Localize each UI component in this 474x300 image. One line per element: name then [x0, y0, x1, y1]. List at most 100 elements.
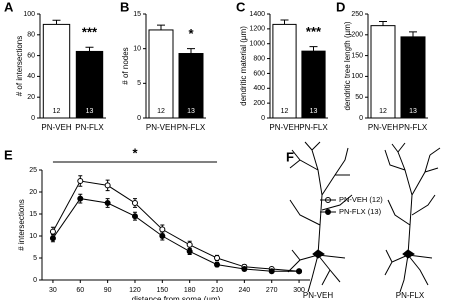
marker	[214, 261, 221, 268]
significance: *	[188, 26, 194, 41]
y-tick-label: 60	[27, 52, 35, 59]
line	[52, 198, 300, 272]
panel-letter: E	[4, 147, 13, 162]
neuron-label: PN-FLX	[396, 291, 425, 300]
error-bar	[309, 46, 318, 52]
neuron-drawings	[287, 141, 441, 293]
neuron-label: PN-VEH	[303, 291, 333, 300]
y-tick-label: 0	[31, 115, 35, 122]
marker	[159, 233, 166, 239]
y-tick-label: 5	[137, 80, 141, 87]
marker	[131, 200, 138, 206]
legend-label: PN-FLX (13)	[339, 207, 382, 216]
marker	[159, 226, 166, 233]
marker	[104, 182, 111, 189]
y-axis-label: # of intersections	[15, 36, 24, 96]
x-tick-label: 270	[266, 287, 278, 294]
x-tick-label: PN-VEH	[269, 123, 299, 132]
marker	[49, 235, 56, 242]
n-label: 13	[86, 108, 94, 115]
y-tick-label: 250	[351, 11, 363, 18]
y-axis-label: # intersections	[17, 199, 26, 251]
error-bar	[85, 46, 94, 52]
y-tick-label: 0	[33, 277, 37, 284]
significance: ***	[306, 24, 322, 39]
y-tick-label: 10	[133, 46, 141, 53]
y-tick-label: 20	[27, 94, 35, 101]
bar	[370, 25, 396, 119]
marker	[131, 213, 138, 220]
n-label: 12	[379, 108, 387, 115]
x-tick-label: PN-FLX	[399, 123, 428, 132]
y-tick-label: 15	[29, 211, 37, 218]
y-tick-label: 5	[33, 255, 37, 262]
marker	[296, 268, 303, 275]
marker	[49, 228, 56, 235]
y-tick-label: 600	[253, 70, 265, 77]
y-axis-label: dendritic material (µm)	[239, 26, 248, 106]
x-tick-label: 150	[156, 287, 168, 294]
y-tick-label: 150	[351, 52, 363, 59]
y-tick-label: 40	[27, 73, 35, 80]
n-label: 13	[409, 108, 417, 115]
x-axis-label: distance from soma (µm)	[132, 295, 221, 300]
significance: *	[132, 145, 138, 160]
y-tick-label: 50	[355, 94, 363, 101]
y-tick-label: 1000	[249, 41, 265, 48]
bar	[178, 53, 204, 119]
marker	[77, 178, 84, 184]
x-tick-label: PN-FLX	[75, 123, 104, 132]
y-axis-label: dendritic tree length (µm)	[343, 21, 352, 110]
y-tick-label: 1200	[249, 26, 265, 33]
error-bar	[52, 19, 61, 25]
bar	[272, 23, 297, 119]
n-label: 12	[281, 108, 289, 115]
x-tick-label: 240	[239, 287, 251, 294]
y-tick-label: 10	[29, 233, 37, 240]
error-bar	[379, 20, 387, 26]
y-tick-label: 0	[137, 115, 141, 122]
y-tick-label: 200	[351, 32, 363, 39]
y-tick-label: 20	[29, 189, 37, 196]
bar	[400, 36, 426, 119]
panel-letter: C	[236, 0, 246, 14]
x-tick-label: 180	[184, 287, 196, 294]
marker	[104, 200, 111, 206]
marker	[77, 195, 84, 202]
y-tick-label: 0	[261, 115, 265, 122]
panel-letter: A	[4, 0, 14, 14]
n-label: 13	[187, 108, 195, 115]
y-tick-label: 100	[23, 11, 35, 18]
error-bar	[409, 31, 417, 37]
x-tick-label: 30	[49, 287, 57, 294]
panel-letter: D	[336, 0, 345, 14]
y-tick-label: 25	[29, 167, 37, 174]
y-tick-label: 100	[351, 73, 363, 80]
y-tick-label: 800	[253, 55, 265, 62]
x-tick-label: 60	[76, 287, 84, 294]
n-label: 12	[157, 108, 165, 115]
x-tick-label: 120	[129, 287, 141, 294]
x-tick-label: 300	[293, 287, 305, 294]
marker	[186, 241, 193, 248]
y-tick-label: 80	[27, 32, 35, 39]
bar	[42, 23, 71, 119]
error-bar	[157, 24, 165, 30]
y-tick-label: 200	[253, 100, 265, 107]
x-tick-label: 210	[211, 287, 223, 294]
panel-letter: F	[286, 149, 294, 164]
legend-label: PN-VEH (12)	[339, 195, 383, 204]
n-label: 12	[53, 108, 61, 115]
y-tick-label: 0	[359, 115, 363, 122]
x-tick-label: PN-VEH	[368, 123, 398, 132]
y-axis-label: # of nodes	[121, 47, 130, 84]
marker	[268, 268, 275, 275]
error-bar	[280, 19, 289, 25]
marker	[186, 248, 193, 255]
error-bar	[187, 48, 195, 54]
x-tick-label: PN-FLX	[177, 123, 206, 132]
bar	[75, 50, 104, 119]
line	[52, 180, 300, 272]
y-tick-label: 1400	[249, 11, 265, 18]
